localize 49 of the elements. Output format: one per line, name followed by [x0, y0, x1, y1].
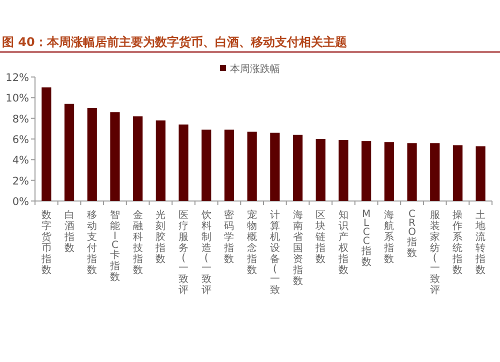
bar [362, 141, 372, 201]
x-tick-label: 计算机设备(一致 [270, 209, 280, 296]
x-tick-label: 密码学指数 [223, 209, 234, 265]
x-tick-label: 土地流转指数 [474, 209, 486, 276]
x-tick-label: 海南省国资指数 [292, 209, 303, 287]
y-tick-label: 0% [12, 196, 30, 208]
y-tick-label: 6% [12, 134, 30, 146]
bar [476, 146, 486, 201]
x-tick-label: 宠物概念指数 [246, 209, 258, 276]
bar [384, 142, 394, 201]
bar [316, 139, 326, 201]
y-tick-label: 8% [12, 113, 30, 126]
bar [178, 124, 188, 201]
bar [270, 132, 280, 201]
bar [202, 130, 212, 201]
y-tick-label: 10% [6, 92, 30, 105]
bar [407, 143, 417, 201]
bar [156, 120, 166, 201]
bar [452, 145, 463, 201]
x-tick-label: 操作系统指数 [452, 209, 463, 276]
bar [247, 132, 257, 201]
x-tick-label: CRO指数 [406, 209, 418, 259]
chart-title: 图 40：本周涨幅居前主要为数字货币、白酒、移动支付相关主题 [2, 35, 347, 49]
bar [110, 112, 120, 201]
bar [64, 104, 74, 201]
x-tick-label: 医疗服务(一致评 [178, 210, 189, 296]
x-tick-label: 金融科技指数 [132, 209, 143, 276]
x-tick-label: 海航系指数 [383, 209, 394, 265]
x-tick-label: 知识产权指数 [337, 209, 348, 276]
bar [292, 134, 303, 201]
bar [338, 140, 348, 201]
y-tick-label: 4% [12, 154, 30, 167]
y-tick-label: 2% [12, 175, 30, 188]
x-tick-label: MLCC指数 [360, 209, 372, 268]
bar [430, 143, 440, 201]
x-tick-label: 饮料制造(一致评 [200, 210, 212, 296]
bar [224, 130, 234, 201]
x-tick-label: 智能IC卡指数 [108, 209, 120, 283]
x-tick-label: 白酒指数 [63, 209, 74, 254]
x-tick-label: 光刻胶指数 [154, 209, 166, 265]
bar [42, 87, 52, 201]
bar [87, 108, 97, 201]
x-tick-label: 服装家纺(一致评 [430, 210, 440, 296]
x-tick-label: 区块链指数 [314, 210, 326, 265]
x-tick-label: 数字货币指数 [40, 210, 52, 276]
y-tick-label: 12% [6, 72, 30, 84]
bar [133, 116, 143, 201]
x-tick-label: 移动支付指数 [86, 209, 98, 276]
legend-label: 本周涨跌幅 [230, 63, 280, 75]
